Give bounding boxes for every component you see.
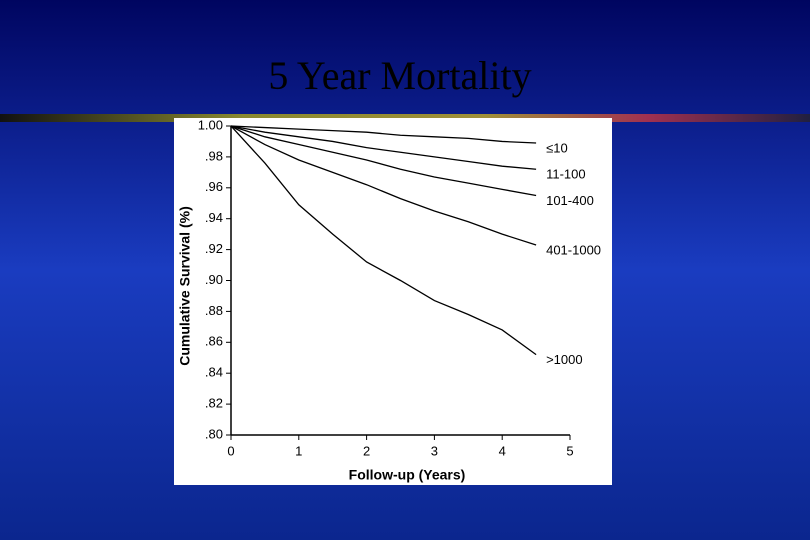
x-tick-label: 1	[295, 443, 302, 458]
y-tick-label: 1.00	[198, 117, 223, 132]
series-label: 101-400	[546, 193, 594, 208]
y-tick-label: .86	[205, 334, 223, 349]
survival-line	[230, 125, 537, 170]
y-tick-label: .82	[205, 396, 223, 411]
y-tick-label: .96	[205, 179, 223, 194]
x-axis-label: Follow-up (Years)	[349, 467, 466, 483]
x-tick-label: 5	[566, 443, 573, 458]
x-tick-label: 2	[363, 443, 370, 458]
survival-line	[230, 125, 537, 246]
y-tick-label: .84	[205, 365, 223, 380]
x-tick-label: 0	[227, 443, 234, 458]
x-tick-label: 3	[431, 443, 438, 458]
series-label: 11-100	[546, 167, 586, 182]
y-tick-label: .98	[205, 148, 223, 163]
survival-line	[230, 125, 537, 144]
y-tick-label: .80	[205, 426, 223, 441]
series-label: >1000	[546, 352, 583, 367]
chart-panel	[174, 118, 612, 485]
survival-line	[230, 125, 537, 356]
x-tick-label: 4	[499, 443, 506, 458]
y-tick-label: .92	[205, 241, 223, 256]
y-tick-label: .90	[205, 272, 223, 287]
survival-line	[230, 125, 537, 197]
series-label: 401-1000	[546, 242, 601, 257]
y-axis-label: Cumulative Survival (%)	[177, 206, 193, 366]
plot: .80 .82 .84 .86 .88 .90 .92 .94 .96 .98 1.00 0 1 2 3 4 5…	[198, 117, 601, 458]
y-tick-label: .94	[205, 210, 223, 225]
slide-title: 5 Year Mortality	[268, 53, 531, 98]
series-label: ≤10	[546, 140, 568, 155]
y-tick-label: .88	[205, 303, 223, 318]
